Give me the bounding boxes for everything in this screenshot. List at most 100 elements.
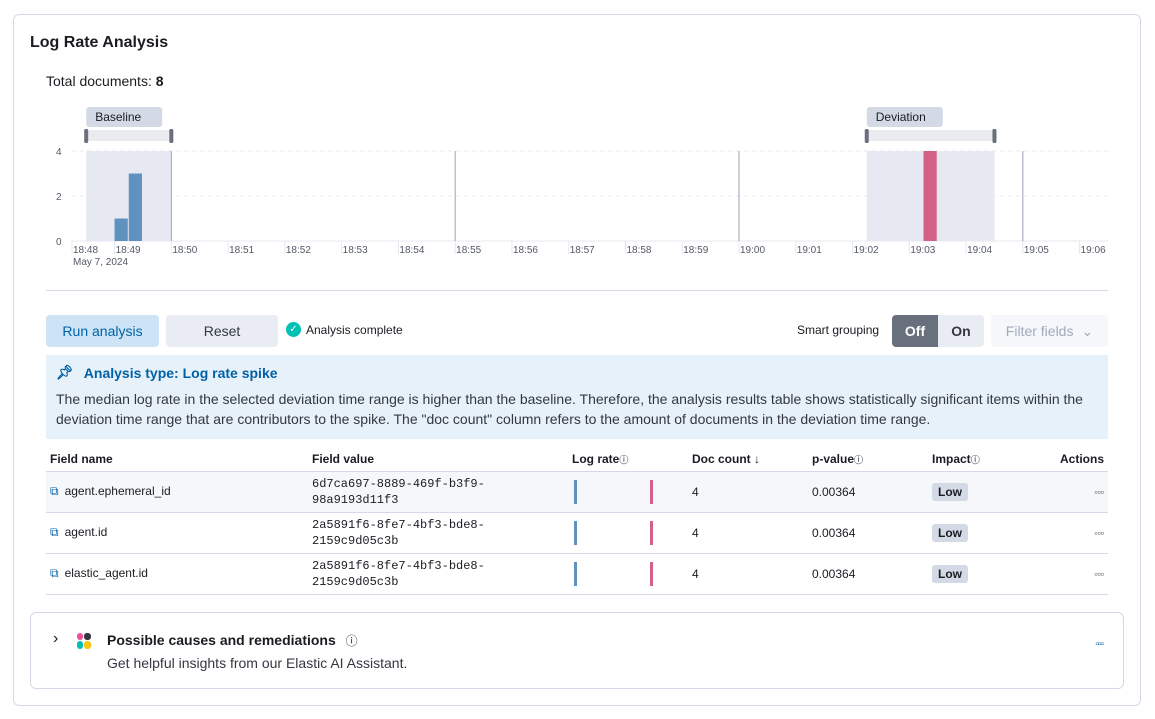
doc-count-label: Doc count xyxy=(692,451,751,466)
smart-grouping-on[interactable]: On xyxy=(938,315,984,347)
field-type-icon: ⧉ xyxy=(50,525,59,539)
baseline-mark xyxy=(574,479,577,504)
x-tick-label: 18:52 xyxy=(286,245,311,256)
baseline-mark xyxy=(574,520,577,545)
deviation-label: Deviation xyxy=(876,110,926,124)
col-field-name[interactable]: Field name xyxy=(46,447,308,472)
info-icon[interactable]: ⓘ xyxy=(854,454,864,465)
smart-grouping-label: Smart grouping xyxy=(797,323,880,337)
info-icon[interactable]: ⓘ xyxy=(970,454,980,465)
deviation-brush xyxy=(866,130,995,141)
assistant-title: Possible causes and remediations xyxy=(107,632,336,648)
info-icon[interactable]: ⓘ xyxy=(619,454,629,465)
field-type-icon: ⧉ xyxy=(50,484,59,498)
accordion-title: Possible causes and remediations ⓘ xyxy=(107,632,358,649)
p-value: 0.00364 xyxy=(808,512,928,554)
p-value: 0.00364 xyxy=(808,471,928,513)
chevron-right-icon[interactable]: › xyxy=(53,630,59,647)
x-tick-label: 18:56 xyxy=(513,245,538,256)
impact-label: Impact xyxy=(932,451,971,466)
baseline-label-badge xyxy=(86,107,163,127)
col-doc-count[interactable]: Doc count ↓ xyxy=(688,447,808,472)
chevron-down-icon: ⌄ xyxy=(1081,322,1094,339)
col-log-rate: Log rateⓘ xyxy=(568,447,688,472)
elastic-logo-icon xyxy=(77,633,91,649)
callout-title: Analysis type: Log rate spike xyxy=(83,364,278,381)
x-tick-label: 18:51 xyxy=(229,245,254,256)
field-name-cell: ⧉ agent.ephemeral_id xyxy=(46,471,308,513)
x-tick-label: 19:02 xyxy=(854,245,879,256)
analysis-status: ✓ Analysis complete xyxy=(286,322,403,337)
x-tick-label: 18:55 xyxy=(456,245,481,256)
y-tick-label: 2 xyxy=(56,192,62,203)
run-analysis-button[interactable]: Run analysis xyxy=(46,315,159,347)
col-p-value[interactable]: p-valueⓘ xyxy=(808,447,928,472)
impact-cell: Low xyxy=(928,512,1038,554)
doc-count: 4 xyxy=(688,512,808,554)
doc-count: 4 xyxy=(688,553,808,595)
histogram-chart[interactable]: 0 2 4 Baseline Deviation 18:48 18:49 18:50 18:51… xyxy=(0,0,1155,290)
col-impact[interactable]: Impactⓘ xyxy=(928,447,1038,472)
row-actions-icon[interactable]: ▫▫▫ xyxy=(1038,471,1108,513)
x-tick-label: 19:04 xyxy=(967,245,992,256)
field-value: 2a5891f6-8fe7-4bf3-bde8-2159c9d05c3b xyxy=(312,558,485,589)
row-actions-icon[interactable]: ▫▫▫ xyxy=(1038,512,1108,554)
impact-badge: Low xyxy=(932,482,968,501)
field-value-cell: 2a5891f6-8fe7-4bf3-bde8-2159c9d05c3b xyxy=(308,553,568,595)
deviation-mark xyxy=(650,561,653,586)
doc-count: 4 xyxy=(688,471,808,513)
ai-assistant-accordion[interactable]: › Possible causes and remediations ⓘ Get… xyxy=(30,612,1124,689)
log-rate-label: Log rate xyxy=(572,451,620,466)
deviation-label-badge xyxy=(866,107,943,127)
table-row[interactable]: ⧉ agent.id 2a5891f6-8fe7-4bf3-bde8-2159c9… xyxy=(46,512,1108,554)
p-value-label: p-value xyxy=(812,451,855,466)
field-value: 6d7ca697-8889-469f-b3f9-98a9193d11f3 xyxy=(312,476,485,507)
field-value: 2a5891f6-8fe7-4bf3-bde8-2159c9d05c3b xyxy=(312,517,485,548)
x-tick-label: 19:05 xyxy=(1024,245,1049,256)
baseline-label: Baseline xyxy=(95,110,141,124)
x-tick-label: 19:00 xyxy=(740,245,765,256)
baseline-handle-left xyxy=(84,129,89,143)
field-name: agent.ephemeral_id xyxy=(64,484,171,498)
bar xyxy=(923,151,937,241)
x-tick-label: 18:49 xyxy=(116,245,141,256)
filter-label: Filter fields xyxy=(1005,323,1074,339)
filter-fields-button[interactable]: Filter fields ⌄ xyxy=(991,315,1108,347)
y-tick-label: 0 xyxy=(56,237,62,248)
x-date-label: May 7, 2024 xyxy=(73,257,128,268)
impact-cell: Low xyxy=(928,553,1038,595)
log-rate-cell xyxy=(568,512,688,554)
x-tick-label: 18:54 xyxy=(399,245,424,256)
col-field-value[interactable]: Field value xyxy=(308,447,568,472)
status-text: Analysis complete xyxy=(306,322,403,337)
field-name: elastic_agent.id xyxy=(64,566,148,580)
deviation-handle-right xyxy=(992,129,997,143)
table-row[interactable]: ⧉ elastic_agent.id 2a5891f6-8fe7-4bf3-bde… xyxy=(46,553,1108,595)
baseline-mark xyxy=(574,561,577,586)
impact-cell: Low xyxy=(928,471,1038,513)
x-tick-label: 19:01 xyxy=(797,245,822,256)
question-icon[interactable]: ⓘ xyxy=(345,634,358,648)
row-actions-icon[interactable]: ▫▫▫ xyxy=(1038,553,1108,595)
bar xyxy=(114,218,128,241)
more-actions-icon[interactable]: ▫▫▫ xyxy=(1095,639,1104,650)
field-value-cell: 2a5891f6-8fe7-4bf3-bde8-2159c9d05c3b xyxy=(308,512,568,554)
smart-grouping-off[interactable]: Off xyxy=(892,315,938,347)
field-type-icon: ⧉ xyxy=(50,566,59,580)
x-tick-label: 19:03 xyxy=(910,245,935,256)
page-title: Log Rate Analysis xyxy=(30,34,169,51)
field-name-cell: ⧉ elastic_agent.id xyxy=(46,553,308,595)
baseline-brush xyxy=(86,130,172,141)
x-tick-label: 18:53 xyxy=(343,245,368,256)
accordion-subtitle: Get helpful insights from our Elastic AI… xyxy=(107,655,408,671)
total-label: Total documents: xyxy=(46,73,152,89)
table-row[interactable]: ⧉ agent.ephemeral_id 6d7ca697-8889-469f-b… xyxy=(46,471,1108,513)
baseline-handle-right xyxy=(169,129,174,143)
x-tick-label: 18:58 xyxy=(626,245,651,256)
x-tick-label: 18:48 xyxy=(73,245,98,256)
field-name-cell: ⧉ agent.id xyxy=(46,512,308,554)
log-rate-sparkline xyxy=(572,479,684,504)
reset-button[interactable]: Reset xyxy=(166,315,278,347)
x-tick-label: 18:57 xyxy=(570,245,595,256)
callout-body: The median log rate in the selected devi… xyxy=(56,391,1083,427)
